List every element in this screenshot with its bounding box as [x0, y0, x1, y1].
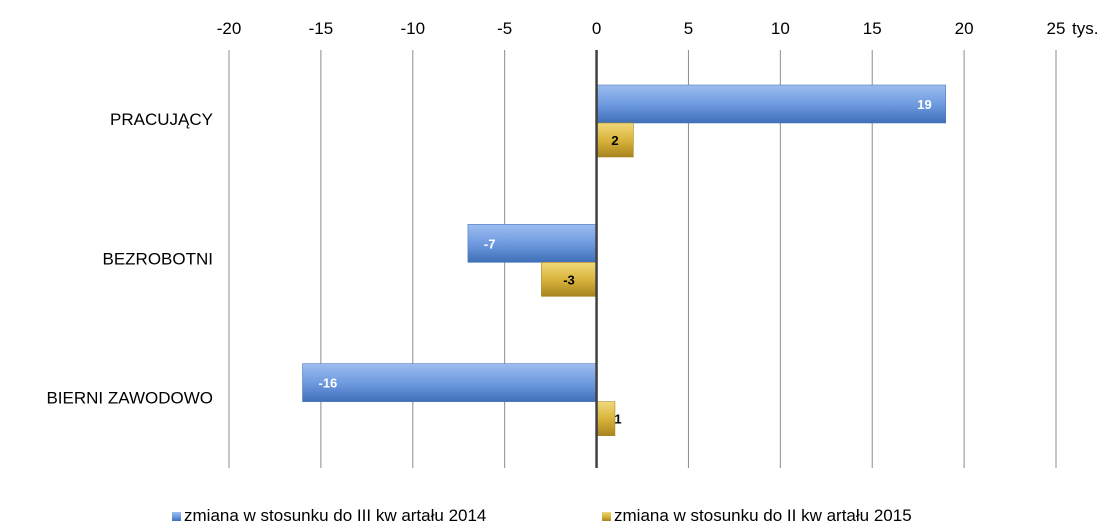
- x-tick-label: 0: [592, 19, 601, 38]
- x-tick-label: 25: [1047, 19, 1066, 38]
- data-label: -16: [319, 376, 338, 391]
- x-tick-label: -5: [497, 19, 512, 38]
- x-tick-labels: -20 -15 -10 -5 0 5 10 15 20 25 tys.: [217, 19, 1099, 38]
- x-tick-label: 20: [955, 19, 974, 38]
- legend-label: zmiana w stosunku do II kw artału 2015: [614, 506, 912, 525]
- data-label: 19: [917, 97, 931, 112]
- category-label: PRACUJĄCY: [110, 110, 213, 129]
- bar-series1: [596, 84, 947, 124]
- unit-label: tys.: [1072, 19, 1098, 38]
- x-tick-label: -15: [309, 19, 334, 38]
- x-tick-label: 5: [684, 19, 693, 38]
- bar-series2: [541, 262, 597, 297]
- bar-series2: [596, 122, 634, 158]
- category-labels: PRACUJĄCY BEZROBOTNI BIERNI ZAWODOWO: [46, 110, 213, 408]
- x-tick-label: 15: [863, 19, 882, 38]
- data-label: 1: [614, 412, 621, 427]
- legend-swatch: [172, 512, 181, 521]
- data-label: 2: [611, 133, 618, 148]
- category-label: BIERNI ZAWODOWO: [46, 389, 213, 408]
- x-tick-label: -20: [217, 19, 242, 38]
- bar-series1: [302, 363, 597, 402]
- category-label: BEZROBOTNI: [102, 249, 213, 268]
- legend: zmiana w stosunku do III kw artału 2014 z…: [172, 506, 912, 525]
- bar-series2: [596, 401, 616, 436]
- data-label: -3: [563, 272, 575, 287]
- x-tick-label: 10: [771, 19, 790, 38]
- data-label: -7: [484, 236, 496, 251]
- legend-label: zmiana w stosunku do III kw artału 2014: [184, 506, 486, 525]
- x-tick-label: -10: [400, 19, 425, 38]
- bar-series1: [467, 224, 597, 263]
- legend-swatch: [602, 512, 611, 521]
- bars: 19 2 -7 -3 -16 1: [302, 50, 947, 468]
